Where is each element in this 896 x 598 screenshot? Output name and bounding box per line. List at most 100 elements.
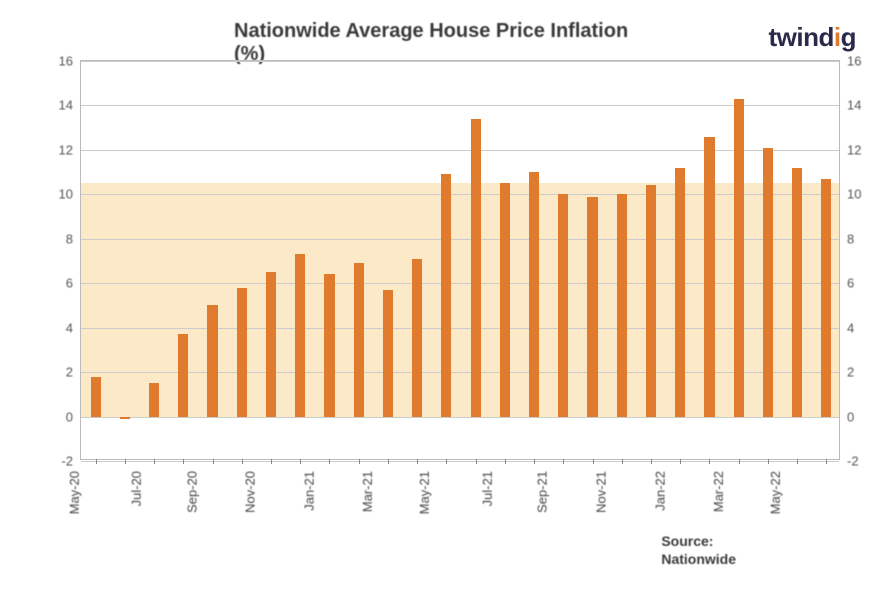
source-attribution: Source: Nationwide [661,532,736,568]
y-axis-label-right: 10 [847,187,861,202]
x-tick-mark [213,459,214,464]
data-bar [529,172,539,416]
x-tick-mark [446,459,447,464]
brand-logo: twindig [769,22,857,53]
gridline [81,283,839,284]
x-axis-label: Nov-20 [243,471,258,513]
data-bar [324,274,334,416]
data-bar [266,272,276,416]
gridline [81,239,839,240]
plot-area: -2-200224466881010121214141616May-20Jul-… [80,60,840,460]
x-tick-mark [154,459,155,464]
data-bar [500,183,510,416]
x-tick-mark [826,459,827,464]
x-tick-mark [797,459,798,464]
source-value: Nationwide [661,550,736,568]
gridline [81,328,839,329]
y-axis-label-right: 8 [847,231,854,246]
data-bar [207,305,217,416]
x-tick-mark [534,459,535,464]
x-axis-label: Jan-22 [653,471,668,511]
x-tick-mark [300,459,301,464]
x-tick-mark [125,459,126,464]
y-axis-label-left: 12 [59,142,73,157]
x-tick-mark [651,459,652,464]
data-bar [704,137,714,417]
y-axis-label-left: 4 [66,320,73,335]
data-bar [821,179,831,417]
y-axis-label-right: 4 [847,320,854,335]
y-axis-label-right: -2 [847,454,859,469]
x-tick-mark [359,459,360,464]
data-bar [558,194,568,416]
x-axis-label: Mar-21 [360,471,375,512]
data-bar [178,334,188,416]
x-tick-mark [96,459,97,464]
gridline [81,105,839,106]
data-bar [646,185,656,416]
x-tick-mark [242,459,243,464]
logo-text: twind [769,22,834,52]
x-tick-mark [505,459,506,464]
y-axis-label-right: 12 [847,142,861,157]
x-axis-label: Jul-20 [129,471,144,506]
gridline [81,417,839,418]
x-tick-mark [183,459,184,464]
y-axis-label-left: 16 [59,54,73,69]
y-axis-label-right: 16 [847,54,861,69]
gridline [81,194,839,195]
y-axis-label-right: 2 [847,365,854,380]
data-bar [617,194,627,416]
x-tick-mark [417,459,418,464]
x-tick-mark [563,459,564,464]
data-bar [734,99,744,417]
y-axis-label-left: 6 [66,276,73,291]
x-tick-mark [593,459,594,464]
x-tick-mark [709,459,710,464]
x-axis-label: Nov-21 [593,471,608,513]
highlight-band [81,183,839,416]
x-tick-mark [739,459,740,464]
y-axis-label-right: 0 [847,409,854,424]
gridline [81,150,839,151]
x-axis-label: Jul-21 [480,471,495,506]
x-tick-mark [680,459,681,464]
x-axis-label: May-21 [417,471,432,514]
data-bar [412,259,422,417]
y-axis-label-left: 10 [59,187,73,202]
gridline [81,461,839,462]
data-bar [295,254,305,416]
x-axis-label: Mar-22 [711,471,726,512]
data-bar [120,417,130,419]
x-tick-mark [476,459,477,464]
x-axis-label: Sep-20 [184,471,199,513]
y-axis-label-left: 14 [59,98,73,113]
data-bar [149,383,159,416]
y-axis-label-right: 14 [847,98,861,113]
x-axis-label: Jan-21 [302,471,317,511]
data-bar [354,263,364,416]
x-axis-label: Sep-21 [535,471,550,513]
data-bar [675,168,685,417]
y-axis-label-left: 8 [66,231,73,246]
y-axis-label-left: -2 [61,454,73,469]
data-bar [237,288,247,417]
logo-dot-char: i [834,22,841,52]
data-bar [441,174,451,416]
data-bar [792,168,802,417]
data-bar [763,148,773,417]
x-tick-mark [329,459,330,464]
data-bar [471,119,481,417]
x-tick-mark [768,459,769,464]
data-bar [587,197,597,417]
y-axis-label-left: 0 [66,409,73,424]
x-axis-label: May-22 [768,471,783,514]
x-tick-mark [622,459,623,464]
gridline [81,61,839,62]
x-tick-mark [388,459,389,464]
y-axis-label-left: 2 [66,365,73,380]
data-bar [383,290,393,417]
logo-text-2: g [841,22,856,52]
y-axis-label-right: 6 [847,276,854,291]
x-tick-mark [271,459,272,464]
